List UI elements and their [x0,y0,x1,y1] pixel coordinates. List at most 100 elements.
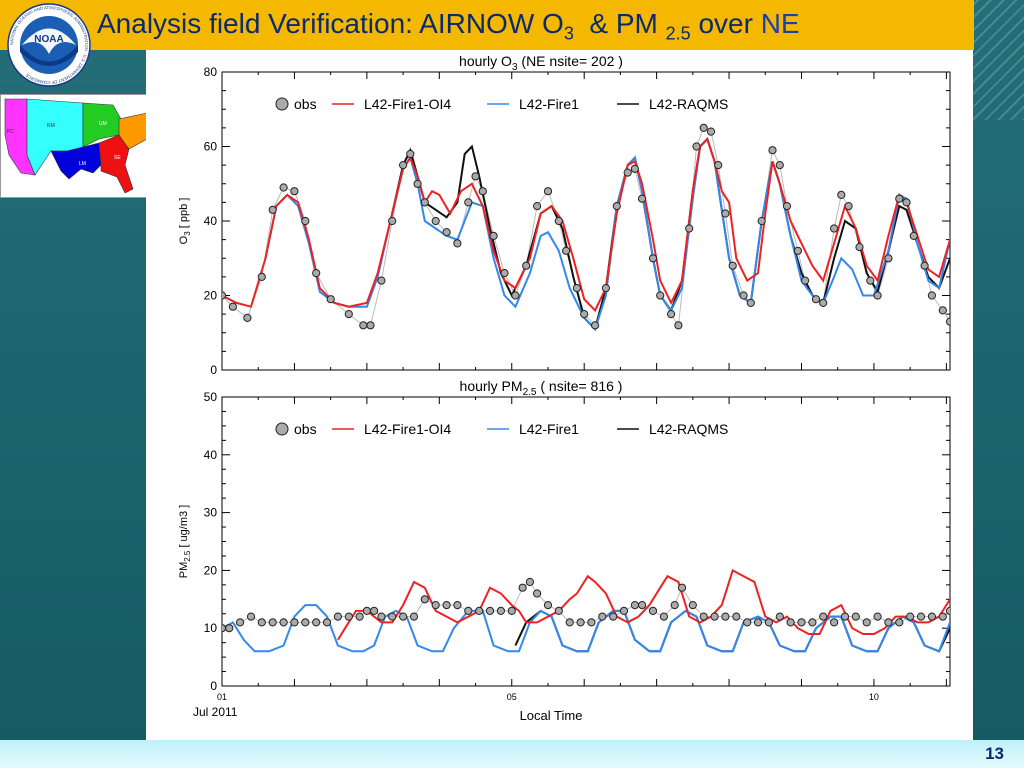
obs-point [431,216,440,226]
obs-point [388,612,397,621]
obs-point [656,291,665,300]
obs-point [453,601,462,610]
legend-marker-obs [275,422,289,436]
obs-point [895,194,904,203]
obs-point [377,612,386,621]
chart-title-rest: (NE nsite= 202 ) [518,53,623,69]
obs-point [677,583,687,592]
obs-point [562,246,571,255]
series-line-l42-fire1 [222,604,950,653]
title-sub-o3: 3 [563,23,574,44]
y-tick-label: 40 [204,214,218,228]
legend-label-l42-fire1: L42-Fire1 [519,96,579,112]
obs-point [902,198,911,207]
obs-point [333,612,342,621]
y-tick-label: 0 [210,363,217,377]
obs-point [840,612,850,621]
obs-point [786,618,795,627]
legend: obs L42-Fire1-OI4 L42-Fire1 L42-RAQMS [275,96,728,112]
title-region: NE [760,8,800,39]
noaa-logo: NOAA NATIONAL OCEANIC AND ATMOSPHERIC AD… [7,3,91,87]
obs-point [764,618,774,627]
title-sub-pm: 2.5 [665,23,691,44]
obs-point [442,601,451,610]
obs-point [801,276,810,285]
obs-point [246,612,256,621]
obs-point [743,618,752,627]
obs-point [768,146,777,155]
x-tick-label: 01 [217,692,227,702]
x-tick-label: 10 [869,692,879,702]
obs-point [431,601,440,610]
obs-point [945,317,950,326]
obs-point [866,276,875,285]
obs-point [525,577,534,587]
obs-point [855,243,864,252]
obs-point [732,612,741,621]
obs-point [685,224,694,233]
obs-point [623,168,632,177]
y-tick-label: 80 [204,65,218,79]
y-tick-label: 20 [204,563,218,577]
obs-point [301,618,310,627]
obs-point [554,606,563,616]
obs-point [945,606,950,615]
obs-point [406,149,415,159]
obs-point [370,606,379,616]
obs-point [746,298,755,307]
chart-title-rest: ( nsite= 816 ) [536,378,622,394]
obs-point [927,612,937,621]
chart-title: hourly PM2.5 ( nsite= 816 ) [460,378,623,398]
obs-point [489,231,498,240]
obs-point [808,618,817,627]
obs-point [721,612,730,621]
obs-point [533,589,542,598]
obs-point [674,321,683,330]
x-date-label: Jul 2011 [193,705,238,719]
obs-point [775,161,784,170]
y-tick-label: 10 [204,621,218,635]
obs-point [728,261,737,270]
obs-point [619,606,629,616]
legend-label-obs: obs [294,96,317,112]
obs-point [793,246,803,255]
map-region-lm [50,142,102,180]
obs-point [757,216,766,226]
obs-point [236,618,245,627]
obs-point [895,618,904,627]
y-axis-label: O3 [ ppb ] [178,198,192,245]
chart-panel: 0 20 40 60 80 hourly O3 (NE nsite= 202 ) O3 [ … [146,50,973,740]
title-bar [0,0,974,50]
obs-point [312,618,321,627]
obs-point [565,618,574,627]
obs-point [475,606,484,616]
obs-point [830,618,839,627]
legend-label-l42-fire1-oi4: L42-Fire1-OI4 [364,96,451,112]
obs-point [648,254,658,263]
region-map: PC RM UM LM SE [0,94,148,198]
obs-point [496,606,505,616]
legend-label-l42-raqms: L42-RAQMS [649,96,728,112]
obs-point [837,190,846,199]
legend-marker-obs [275,97,289,111]
obs-point [819,612,828,621]
obs-point [630,601,639,610]
obs-point [257,618,266,627]
logo-text: NOAA [34,34,63,45]
obs-point [830,224,839,233]
obs-point [478,187,487,196]
obs-point [638,601,647,610]
obs-point [906,612,915,621]
map-label-rm: RM [47,123,55,129]
obs-point [464,606,473,616]
obs-point [543,601,553,610]
obs-point [554,216,563,226]
obs-point [409,612,419,621]
y-axis-label-rest: [ ug/m3 ] [178,505,190,551]
obs-point [518,583,527,592]
obs-point [312,269,321,278]
obs-point [670,601,679,610]
obs-point [630,164,639,173]
obs-point [714,161,723,170]
